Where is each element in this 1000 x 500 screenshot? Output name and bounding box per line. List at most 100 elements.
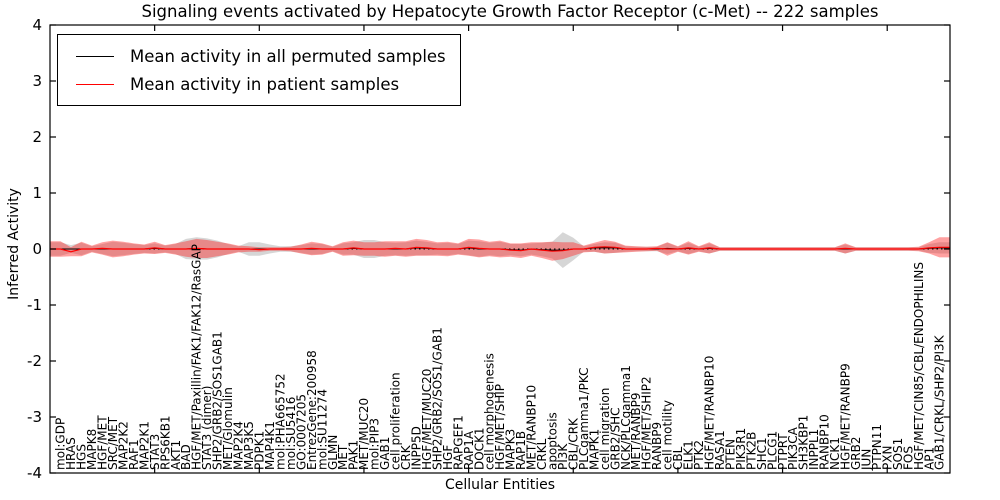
legend-line-patient-icon bbox=[76, 83, 114, 85]
x-tick-label: FOS bbox=[901, 446, 915, 470]
x-tick-label: GO:0007205 bbox=[294, 394, 308, 470]
x-tick-label: GLMN bbox=[326, 435, 340, 470]
x-tick-label: RAPGEF1 bbox=[451, 415, 465, 470]
x-tick-label: HGS bbox=[75, 444, 89, 470]
x-tick-label: AP1 bbox=[922, 447, 936, 470]
x-tick-label: NCK1 bbox=[828, 437, 842, 470]
x-tick-label: RANBP10 bbox=[818, 414, 832, 470]
x-tick-label: GAB1/CRKL/SHP2/PI3K bbox=[933, 334, 947, 470]
x-tick-label: BAD bbox=[179, 444, 193, 470]
x-tick-label: PTPRT bbox=[776, 433, 790, 470]
y-tick-label: -3 bbox=[27, 408, 42, 426]
x-tick-label: cell proliferation bbox=[389, 372, 403, 470]
legend-item-permuted: Mean activity in all permuted samples bbox=[70, 42, 446, 70]
x-tick-label: mol:SU11274 bbox=[315, 389, 329, 470]
x-tick-label: HGF/MET/CIN85/CBL/ENDOPHILINS bbox=[912, 262, 926, 470]
x-tick-label: RPS6KB1 bbox=[158, 415, 172, 470]
x-tick-label: cell migration bbox=[598, 388, 612, 470]
legend-line-permuted-icon bbox=[76, 55, 114, 57]
legend-label-permuted: Mean activity in all permuted samples bbox=[130, 46, 446, 66]
y-tick-label: 4 bbox=[32, 16, 42, 34]
x-tick-label: GRB2/SHC bbox=[608, 407, 622, 470]
y-tick-label: -2 bbox=[27, 352, 42, 370]
x-tick-label: STAT3 (dimer) bbox=[200, 386, 214, 470]
legend-item-patient: Mean activity in patient samples bbox=[70, 70, 446, 98]
x-tick-label: HGF/MET/RANBP10 bbox=[703, 356, 717, 470]
x-tick-label: HGF/MET/Paxillin/FAK1/FAK12/RasGAP bbox=[190, 244, 204, 470]
x-tick-label: RAP1B bbox=[514, 431, 528, 470]
x-tick-label: INPPL1 bbox=[807, 429, 821, 470]
permuted-band bbox=[50, 232, 950, 268]
x-tick-label: CRKL bbox=[535, 438, 549, 470]
x-tick-label: MET/RANBP10 bbox=[525, 385, 539, 470]
x-tick-label: MAPK1 bbox=[587, 429, 601, 470]
x-tick-label: CBL/CRK bbox=[567, 417, 581, 470]
x-tick-label: ELK1 bbox=[682, 440, 696, 470]
x-tick-label: STAT3 bbox=[148, 434, 162, 470]
x-tick-label: CBL bbox=[671, 446, 685, 470]
x-tick-label: MET/RANBP9 bbox=[629, 393, 643, 470]
x-tick-label: RAP1A bbox=[462, 430, 476, 470]
x-tick-label: HGF/MET bbox=[96, 415, 110, 470]
legend-label-patient: Mean activity in patient samples bbox=[130, 74, 400, 94]
x-tick-label: HRAS bbox=[64, 437, 78, 470]
y-axis-label: Inferred Activity bbox=[6, 188, 22, 300]
legend: Mean activity in all permuted samples Me… bbox=[57, 34, 461, 106]
chart-title: Signaling events activated by Hepatocyte… bbox=[141, 2, 879, 21]
x-tick-label: PLCgamma1/PKC bbox=[577, 367, 591, 470]
x-tick-label: MET/Glomulin bbox=[221, 387, 235, 470]
x-tick-label: PXN bbox=[880, 446, 894, 470]
y-tick-label: -1 bbox=[27, 296, 42, 314]
x-tick-label: SHP2/GRB2/SOS1/GAB1 bbox=[430, 327, 444, 470]
y-tick-label: 1 bbox=[32, 184, 42, 202]
y-tick-label: 0 bbox=[32, 240, 42, 258]
x-tick-label: PIK3R1 bbox=[734, 428, 748, 470]
x-tick-label: MET bbox=[336, 444, 350, 470]
x-tick-label: cell morphogenesis bbox=[483, 353, 497, 470]
x-tick-label: MAPK8 bbox=[85, 429, 99, 470]
x-tick-label: MAP2K2 bbox=[117, 421, 131, 470]
x-tick-label: mol:PIP3 bbox=[368, 418, 382, 470]
x-tick-label: MET/MUC20 bbox=[357, 398, 371, 470]
x-tick-label: GAB1 bbox=[378, 437, 392, 470]
x-tick-label: PTPN11 bbox=[870, 424, 884, 470]
patient-mean-line bbox=[50, 246, 950, 253]
x-tick-label: DOCK1 bbox=[472, 427, 486, 470]
x-tick-label: HGF/MET/MUC20 bbox=[420, 369, 434, 470]
x-tick-label: PTK2 bbox=[692, 440, 706, 470]
x-tick-label: MAPK3 bbox=[504, 429, 518, 470]
x-tick-label: NCK/PLCgamma1 bbox=[619, 365, 633, 470]
x-tick-label: SOS1 bbox=[891, 438, 905, 470]
y-tick-label: 2 bbox=[32, 128, 42, 146]
x-tick-label: apoptosis bbox=[546, 412, 560, 470]
x-tick-label: PTEN bbox=[723, 439, 737, 470]
x-tick-label: PDPK1 bbox=[253, 431, 267, 470]
x-tick-label: PI3K bbox=[556, 443, 570, 470]
x-tick-label: JUN bbox=[860, 449, 874, 471]
x-tick-label: HGF/MET/SHIP bbox=[493, 384, 507, 470]
x-tick-label: SRC/MET bbox=[106, 416, 120, 470]
x-tick-label: mol:SU5416 bbox=[284, 397, 298, 470]
x-tick-label: RASA1 bbox=[713, 430, 727, 470]
x-tick-label: CRK bbox=[399, 444, 413, 470]
x-tick-label: MAP2K4 bbox=[232, 421, 246, 470]
x-tick-label: MAP4K1 bbox=[263, 421, 277, 470]
x-tick-label: RAF1 bbox=[127, 439, 141, 470]
x-tick-label: EntrezGene:200958 bbox=[305, 350, 319, 470]
y-tick-label: 3 bbox=[32, 72, 42, 90]
x-tick-label: mol:PHA665752 bbox=[273, 373, 287, 470]
x-tick-label: AKT1 bbox=[169, 440, 183, 470]
x-tick-label: RANBP9 bbox=[650, 422, 664, 470]
x-tick-label: HGF/MET/RANBP9 bbox=[839, 363, 853, 470]
x-tick-label: cell motility bbox=[661, 400, 675, 470]
x-tick-label: HGF bbox=[441, 445, 455, 470]
x-tick-label: PIK3CA bbox=[786, 426, 800, 470]
x-tick-label: SHP2/GRB2/SOS1GAB1 bbox=[211, 331, 225, 470]
x-tick-label: SH3KBP1 bbox=[797, 415, 811, 470]
x-tick-label: PTK2B bbox=[744, 432, 758, 470]
x-tick-label: MAP2K1 bbox=[137, 421, 151, 470]
y-tick-label: -4 bbox=[27, 464, 42, 482]
x-tick-label: GRB2 bbox=[849, 436, 863, 470]
